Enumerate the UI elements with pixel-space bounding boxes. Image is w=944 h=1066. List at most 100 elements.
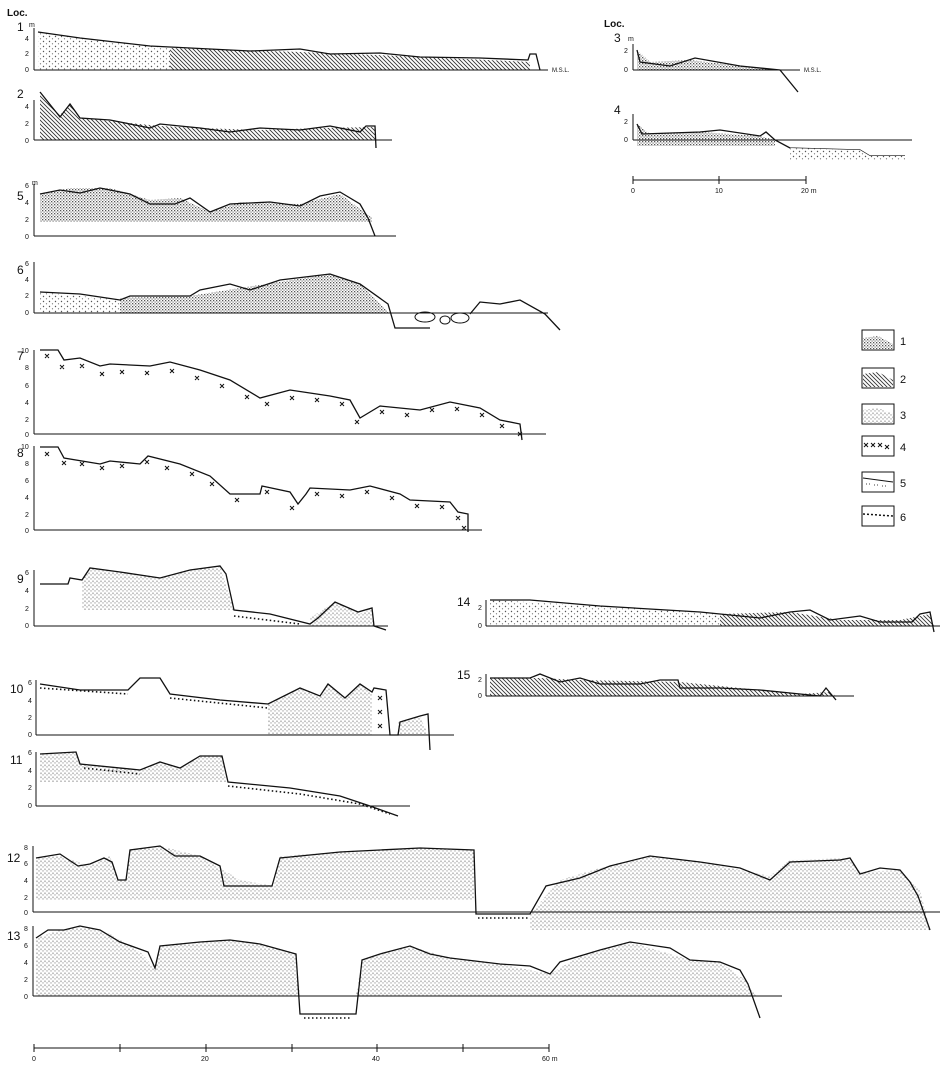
tick-label: 2 xyxy=(25,606,29,613)
tick-label: 0 xyxy=(624,67,628,74)
tick-label: 4 xyxy=(25,104,29,111)
profile-label: 7 xyxy=(17,349,24,363)
dotted-line xyxy=(39,687,269,709)
scale-label: 0 xyxy=(32,1056,36,1063)
tick-label: 0 xyxy=(478,693,482,700)
sediment-fill xyxy=(36,846,474,900)
profile-15: 15 2 0 xyxy=(457,668,854,701)
tick-label: 0 xyxy=(24,910,28,917)
profile-label: 4 xyxy=(614,103,621,117)
scale-label: 0 xyxy=(631,188,635,195)
legend-item-1: 1 xyxy=(861,329,906,351)
profile-4: 4 2 0 xyxy=(614,103,912,160)
boulder-fill xyxy=(790,148,905,160)
sediment-fill xyxy=(40,752,226,782)
tick-label: 6 xyxy=(28,750,32,757)
sediment-fill xyxy=(490,678,836,696)
tick-label: 8 xyxy=(24,926,28,933)
tick-label: 6 xyxy=(25,183,29,190)
tick-label: 0 xyxy=(28,803,32,810)
sediment-fill xyxy=(356,942,756,996)
legend: 1 2 3 4 5 6 xyxy=(861,329,906,527)
tick-label: 8 xyxy=(24,845,28,852)
profile-surface xyxy=(39,677,431,751)
profile-label: 5 xyxy=(17,189,24,203)
profile-label: 10 xyxy=(10,682,24,696)
granite-marks xyxy=(44,451,467,531)
profile-8: 8 10 8 6 4 2 0 xyxy=(17,444,482,535)
tick-label: 6 xyxy=(28,680,32,687)
tick-label: 2 xyxy=(28,785,32,792)
profile-9: 9 6 4 2 0 xyxy=(17,565,388,631)
tick-label: 8 xyxy=(25,365,29,372)
profile-1: 1 m 4 2 0 M.S.L. xyxy=(17,20,570,74)
tick-label: 2 xyxy=(624,119,628,126)
profile-label: 8 xyxy=(17,446,24,460)
sediment-fill xyxy=(36,926,300,996)
profile-surface xyxy=(40,565,387,631)
profile-14: 14 2 0 xyxy=(457,595,940,633)
loc-header-left: Loc. xyxy=(7,8,28,19)
profile-12: 12 8 6 4 2 0 xyxy=(7,845,940,931)
svg-text:3: 3 xyxy=(900,410,906,422)
sediment-fill xyxy=(268,684,372,735)
unit-label: m xyxy=(628,36,634,43)
tick-label: 0 xyxy=(25,528,29,535)
tick-label: 0 xyxy=(25,138,29,145)
tick-label: 4 xyxy=(25,200,29,207)
profile-surface xyxy=(35,925,761,1019)
tick-label: 6 xyxy=(25,478,29,485)
scale-label: 40 xyxy=(372,1056,380,1063)
profile-label: 9 xyxy=(17,572,24,586)
profile-surface xyxy=(636,49,799,93)
profile-surface xyxy=(39,751,399,817)
profile-label: 2 xyxy=(17,87,24,101)
profile-surface xyxy=(35,845,931,931)
tick-label: 0 xyxy=(28,732,32,739)
profile-10: 10 6 4 2 0 xyxy=(10,677,454,751)
tick-label: 4 xyxy=(28,698,32,705)
tick-label: 2 xyxy=(24,977,28,984)
scale-label: 20 xyxy=(201,1056,209,1063)
profile-surface xyxy=(490,599,935,633)
msl-label: M.S.L. xyxy=(552,68,570,74)
profile-surface xyxy=(490,673,837,701)
tick-label: 0 xyxy=(624,137,628,144)
granite-marks xyxy=(377,695,383,729)
profile-surface xyxy=(40,446,469,532)
dotted-line xyxy=(233,615,301,625)
tick-label: 2 xyxy=(28,715,32,722)
tick-label: 2 xyxy=(25,417,29,424)
svg-text:4: 4 xyxy=(900,442,906,454)
tick-label: 8 xyxy=(25,461,29,468)
tick-label: 0 xyxy=(478,623,482,630)
profile-label: 3 xyxy=(614,31,621,45)
scale-bar-small: 0 10 20 m xyxy=(631,176,817,195)
tick-label: 2 xyxy=(24,895,28,902)
unit-label: m xyxy=(29,22,35,29)
legend-item-6: 6 xyxy=(861,505,906,527)
tick-label: 10 xyxy=(21,444,29,451)
profile-surface xyxy=(469,299,561,331)
profile-surface xyxy=(39,187,376,237)
profile-label: 11 xyxy=(10,753,23,767)
legend-item-5: 5 xyxy=(861,471,906,493)
profile-6: 6 6 4 2 0 xyxy=(17,261,561,331)
profile-label: 6 xyxy=(17,263,24,277)
profile-2: 2 4 2 0 xyxy=(17,87,392,149)
msl-label: M.S.L. xyxy=(804,68,822,74)
tick-label: 2 xyxy=(478,677,482,684)
sediment-fill xyxy=(40,188,372,222)
sediment-fill xyxy=(170,48,530,70)
tick-label: 4 xyxy=(24,960,28,967)
profile-surface xyxy=(37,31,541,71)
scale-label: 10 xyxy=(715,188,723,195)
tick-label: 6 xyxy=(24,861,28,868)
tick-label: 0 xyxy=(24,994,28,1001)
unit-label: m xyxy=(32,180,38,187)
sediment-fill xyxy=(40,292,120,313)
profile-label: 14 xyxy=(457,595,471,609)
profile-label: 13 xyxy=(7,929,21,943)
svg-text:5: 5 xyxy=(900,478,906,490)
tick-label: 4 xyxy=(25,588,29,595)
